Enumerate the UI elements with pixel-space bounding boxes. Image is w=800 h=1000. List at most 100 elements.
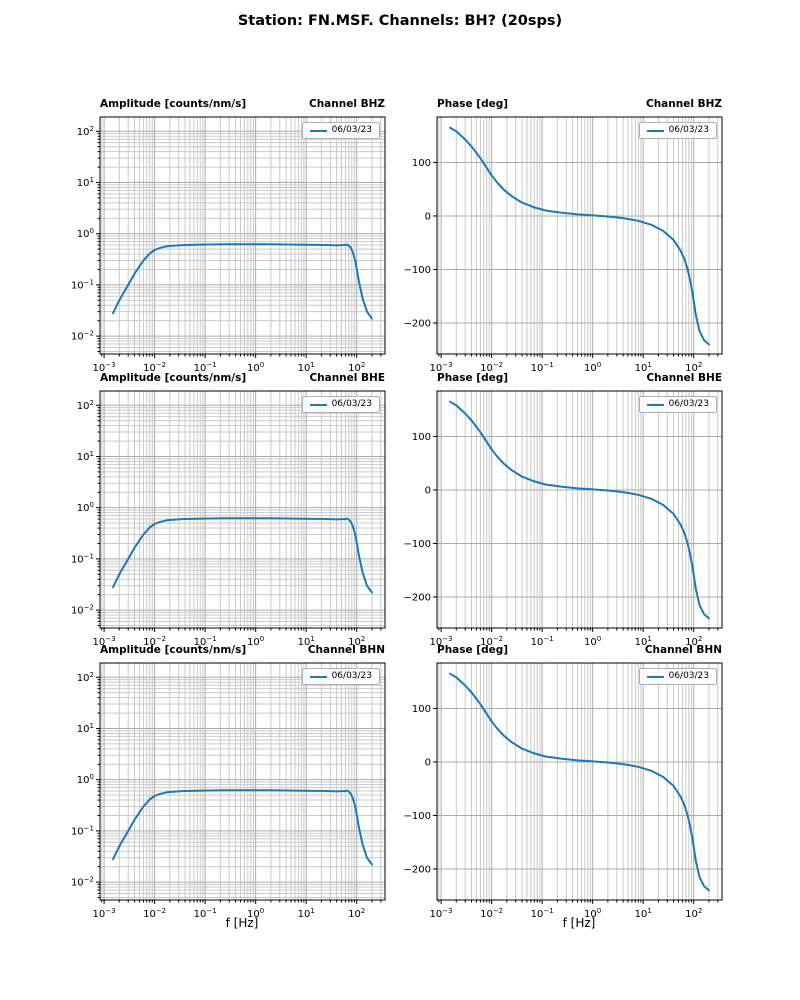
svg-text:10−3: 10−3 bbox=[430, 635, 453, 646]
legend-label: 06/03/23 bbox=[331, 399, 372, 409]
x-axis-label-right: f [Hz] bbox=[562, 916, 596, 930]
tick-labels: 10−3 10−2 10−1 100 101 102 10−2 10−1 100 101 102 bbox=[71, 671, 365, 920]
svg-text:10−2: 10−2 bbox=[480, 361, 503, 372]
svg-text:10−1: 10−1 bbox=[71, 824, 94, 837]
svg-text:100: 100 bbox=[77, 227, 94, 240]
svg-text:10−2: 10−2 bbox=[71, 876, 94, 889]
legend: 06/03/23 bbox=[638, 396, 717, 413]
subplot-title-left: Amplitude [counts/nm/s] bbox=[100, 644, 247, 656]
svg-text:101: 101 bbox=[635, 361, 652, 372]
figure-title: Station: FN.MSF. Channels: BH? (20sps) bbox=[237, 13, 563, 29]
grid-major bbox=[437, 663, 722, 900]
grid-major bbox=[100, 663, 385, 900]
legend: 06/03/23 bbox=[301, 122, 380, 139]
subplot-phase-bhn: Phase [deg] Channel BHN 10−3 10−2 10−1 100 1… bbox=[399, 643, 734, 920]
subplot-phase-bhz: Phase [deg] Channel BHZ 10−3 10−2 10−1 100 1… bbox=[399, 97, 734, 374]
legend: 06/03/23 bbox=[301, 668, 380, 685]
axes-frame bbox=[99, 662, 386, 901]
tick-marks bbox=[96, 676, 382, 904]
axes-frame bbox=[436, 116, 723, 355]
legend: 06/03/23 bbox=[638, 122, 717, 139]
legend-label: 06/03/23 bbox=[331, 671, 372, 681]
svg-text:10−2: 10−2 bbox=[143, 361, 166, 372]
grid-major bbox=[100, 391, 385, 628]
svg-text:102: 102 bbox=[348, 907, 365, 918]
subplot-title-right: Channel BHN bbox=[644, 644, 722, 656]
subplot-title-left: Phase [deg] bbox=[437, 98, 509, 110]
plot-area: 10−3 10−2 10−1 100 101 102 −200 −100 0 100 bbox=[399, 113, 734, 374]
plot-svg: 10−3 10−2 10−1 100 101 102 10−2 10−1 100 101 102 bbox=[71, 662, 386, 920]
svg-text:102: 102 bbox=[77, 671, 94, 684]
response-curve bbox=[449, 126, 710, 346]
grid-major bbox=[100, 117, 385, 354]
svg-text:101: 101 bbox=[77, 450, 94, 463]
subplot-title-right: Channel BHN bbox=[307, 644, 385, 656]
svg-text:100: 100 bbox=[247, 361, 264, 372]
plot-svg: 10−3 10−2 10−1 100 101 102 −200 −100 0 100 bbox=[404, 116, 723, 374]
svg-text:10−1: 10−1 bbox=[194, 361, 217, 372]
plot-svg: 10−3 10−2 10−1 100 101 102 10−2 10−1 100 101 102 bbox=[71, 390, 386, 648]
legend-line-sample bbox=[646, 129, 664, 132]
svg-text:−100: −100 bbox=[404, 539, 431, 550]
svg-text:100: 100 bbox=[412, 432, 431, 443]
grid-minor bbox=[100, 663, 385, 900]
svg-text:101: 101 bbox=[635, 635, 652, 646]
subplot-title-left: Phase [deg] bbox=[437, 644, 509, 656]
svg-text:102: 102 bbox=[685, 635, 702, 646]
svg-text:10−3: 10−3 bbox=[430, 907, 453, 918]
svg-text:−100: −100 bbox=[404, 811, 431, 822]
axes-frame bbox=[99, 390, 386, 629]
grid-minor bbox=[438, 391, 719, 628]
svg-text:10−3: 10−3 bbox=[93, 635, 116, 646]
tick-marks bbox=[96, 404, 382, 632]
svg-text:10−2: 10−2 bbox=[480, 907, 503, 918]
plot-area: 10−3 10−2 10−1 100 101 102 −200 −100 0 100 bbox=[399, 387, 734, 648]
svg-text:10−1: 10−1 bbox=[194, 907, 217, 918]
response-curve bbox=[112, 243, 373, 320]
tick-marks bbox=[433, 435, 719, 632]
svg-text:10−2: 10−2 bbox=[71, 604, 94, 617]
plot-svg: 10−3 10−2 10−1 100 101 102 −200 −100 0 100 bbox=[404, 662, 723, 920]
svg-text:10−1: 10−1 bbox=[71, 278, 94, 291]
svg-text:0: 0 bbox=[425, 485, 431, 496]
svg-text:101: 101 bbox=[635, 907, 652, 918]
legend-label: 06/03/23 bbox=[668, 399, 709, 409]
subplot-title-right: Channel BHE bbox=[309, 372, 385, 384]
svg-text:0: 0 bbox=[425, 211, 431, 222]
legend-line-sample bbox=[309, 129, 327, 132]
axes-frame bbox=[436, 662, 723, 901]
svg-text:100: 100 bbox=[412, 158, 431, 169]
svg-text:101: 101 bbox=[298, 635, 315, 646]
subplot-amplitude-bhz: Amplitude [counts/nm/s] Channel BHZ 10−3… bbox=[62, 97, 397, 374]
legend-label: 06/03/23 bbox=[668, 671, 709, 681]
svg-text:101: 101 bbox=[298, 907, 315, 918]
svg-text:101: 101 bbox=[77, 722, 94, 735]
svg-text:100: 100 bbox=[584, 635, 601, 646]
grid-minor bbox=[100, 117, 385, 354]
svg-text:−100: −100 bbox=[404, 265, 431, 276]
axes-frame bbox=[436, 390, 723, 629]
tick-marks bbox=[433, 707, 719, 904]
legend-line-sample bbox=[646, 403, 664, 406]
subplot-title-left: Amplitude [counts/nm/s] bbox=[100, 98, 247, 110]
response-curve bbox=[449, 672, 710, 892]
svg-text:10−1: 10−1 bbox=[194, 635, 217, 646]
response-curve bbox=[112, 789, 373, 866]
svg-text:100: 100 bbox=[584, 361, 601, 372]
plot-area: 10−3 10−2 10−1 100 101 102 −200 −100 0 100 bbox=[399, 659, 734, 920]
svg-text:101: 101 bbox=[298, 361, 315, 372]
svg-text:10−1: 10−1 bbox=[531, 907, 554, 918]
subplot-title-right: Channel BHZ bbox=[309, 98, 385, 110]
subplot-amplitude-bhe: Amplitude [counts/nm/s] Channel BHE 10−3… bbox=[62, 371, 397, 648]
grid-minor bbox=[438, 663, 719, 900]
svg-text:10−1: 10−1 bbox=[71, 552, 94, 565]
svg-text:10−2: 10−2 bbox=[480, 635, 503, 646]
grid-minor bbox=[438, 117, 719, 354]
plot-svg: 10−3 10−2 10−1 100 101 102 10−2 10−1 100 101 102 bbox=[71, 116, 386, 374]
plot-area: 10−3 10−2 10−1 100 101 102 10−2 10−1 100 101 102 bbox=[62, 659, 397, 920]
response-curve bbox=[449, 400, 710, 620]
svg-text:10−2: 10−2 bbox=[143, 907, 166, 918]
svg-text:100: 100 bbox=[77, 773, 94, 786]
tick-marks bbox=[433, 161, 719, 358]
